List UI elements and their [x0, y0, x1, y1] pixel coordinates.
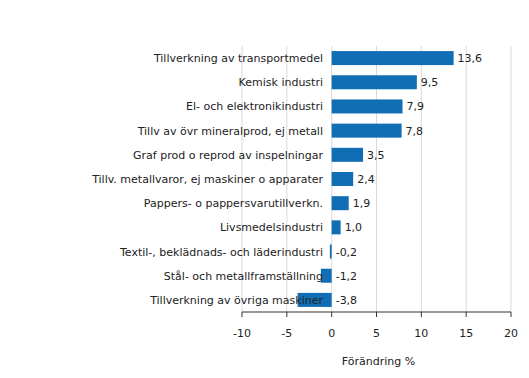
category-label: Tillv. metallvaror, ej maskiner o appara…: [91, 173, 323, 186]
category-label: Tillverkning av övriga maskiner: [149, 294, 323, 307]
tick-mark: [242, 312, 243, 317]
grid-line: [466, 46, 467, 312]
x-axis-label: Förändring %: [342, 355, 415, 368]
category-label: Pappers- o pappersvarutillverkn.: [144, 197, 323, 210]
tick-label: -5: [281, 327, 292, 340]
tick-label: 10: [414, 327, 428, 340]
category-label: Tillverkning av transportmedel: [153, 52, 323, 65]
data-label: 1,9: [353, 197, 371, 210]
data-label: 13,6: [458, 52, 483, 65]
tick-label: 20: [504, 327, 518, 340]
data-label: 2,4: [357, 173, 375, 186]
bar: [332, 51, 454, 65]
tick-mark: [421, 312, 422, 317]
category-label: Textil-, beklädnads- och läderindustri: [119, 246, 323, 259]
data-label: 1,0: [345, 221, 363, 234]
category-label: Graf prod o reprod av inspelningar: [133, 149, 323, 162]
category-label: Tillv av övr mineralprod, ej metall: [137, 125, 323, 138]
x-axis: [242, 312, 511, 313]
tick-mark: [466, 312, 467, 317]
bar: [332, 99, 403, 113]
category-label: Kemisk industri: [239, 76, 323, 89]
category-label: Stål- och metallframställning: [164, 270, 323, 283]
bar: [330, 245, 332, 259]
data-label: 9,5: [421, 76, 439, 89]
tick-mark: [511, 312, 512, 317]
bar: [332, 124, 402, 138]
data-label: 7,9: [407, 100, 425, 113]
data-label: 7,8: [406, 125, 424, 138]
bar: [332, 75, 417, 89]
data-label: -1,2: [336, 270, 357, 283]
bar: [332, 172, 354, 186]
tick-label: 0: [328, 327, 335, 340]
grid-line: [511, 46, 512, 312]
tick-mark: [376, 312, 377, 317]
tick-mark: [331, 312, 332, 317]
tick-label: 15: [459, 327, 473, 340]
tick-mark: [286, 312, 287, 317]
bar: [332, 148, 363, 162]
bar: [332, 220, 341, 234]
bar: [332, 196, 349, 210]
category-label: El- och elektronikindustri: [186, 100, 323, 113]
tick-label: 5: [373, 327, 380, 340]
chart: -10 -5 0 5 10 15 20 13,6 Tillverkning av transpo…: [0, 0, 529, 378]
data-label: -0,2: [336, 246, 357, 259]
category-label: Livsmedelsindustri: [220, 221, 323, 234]
data-label: -3,8: [336, 294, 357, 307]
tick-label: -10: [233, 327, 251, 340]
data-label: 3,5: [367, 149, 385, 162]
